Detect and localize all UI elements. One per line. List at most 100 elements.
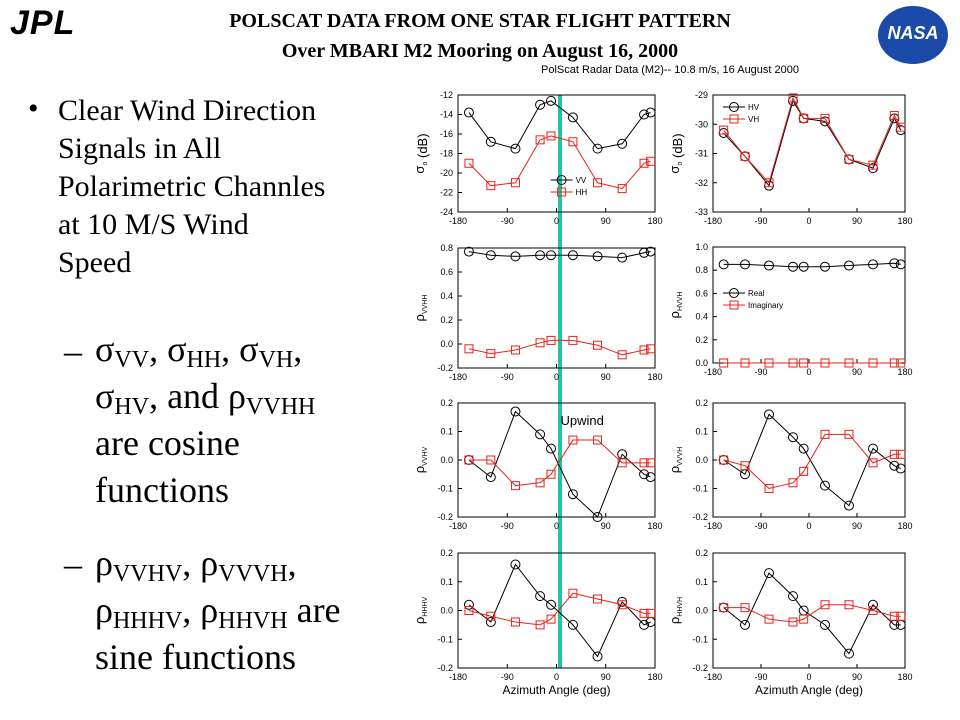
marker	[617, 350, 627, 360]
annotation: Upwind	[561, 413, 604, 428]
marker	[639, 608, 649, 618]
y-tick-label: -0.1	[692, 484, 708, 494]
y-tick-label: 0.2	[695, 548, 708, 558]
text-part: ρ	[95, 590, 113, 630]
legend-marker	[556, 175, 567, 185]
marker	[788, 93, 798, 103]
y-tick-label: -32	[695, 178, 708, 188]
text-part: , ρ	[182, 543, 219, 583]
y-tick-label: 0.0	[440, 606, 453, 616]
marker	[820, 261, 830, 272]
series-line	[723, 604, 901, 623]
marker	[895, 463, 906, 474]
marker	[486, 349, 496, 359]
y-tick-label: -0.1	[437, 634, 453, 644]
marker	[799, 358, 809, 368]
marker	[485, 617, 496, 627]
y-tick-label: 0.6	[440, 267, 453, 277]
marker	[535, 135, 545, 145]
series-line	[723, 262, 901, 268]
subscript: VV	[114, 347, 150, 373]
x-tick-label: -90	[754, 216, 767, 226]
marker	[592, 143, 603, 154]
marker	[719, 358, 729, 368]
marker	[535, 338, 545, 348]
legend-label: HV	[748, 103, 760, 112]
series-line	[723, 572, 901, 655]
nasa-text: NASA	[887, 23, 939, 43]
label-sub: VVVH	[677, 447, 684, 466]
marker	[567, 619, 578, 630]
marker	[719, 603, 729, 613]
marker	[889, 358, 899, 368]
y-tick-label: -31	[695, 149, 708, 159]
label-part: (dB)	[670, 133, 685, 161]
text-part: σ	[95, 329, 115, 369]
plot-frame	[457, 552, 656, 669]
marker	[486, 611, 496, 621]
x-tick-label: 90	[852, 367, 862, 377]
marker	[896, 358, 906, 368]
y-axis-label: ρHVVH	[667, 292, 684, 319]
y-axis-label: ρHHVH	[667, 597, 684, 624]
bullet-line: at 10 M/S Wind	[58, 208, 249, 241]
marker	[889, 449, 899, 459]
marker	[889, 611, 899, 621]
y-tick-label: 0.2	[440, 315, 453, 325]
marker	[486, 181, 496, 191]
marker	[868, 358, 878, 368]
series-line	[468, 339, 651, 356]
x-tick-label: 0	[806, 672, 811, 682]
label-part: ρ	[667, 617, 682, 624]
marker	[718, 259, 729, 270]
x-tick-label: 90	[601, 372, 611, 382]
y-tick-label: -0.2	[692, 663, 708, 673]
marker	[464, 606, 474, 615]
marker	[788, 432, 798, 443]
marker	[764, 260, 774, 271]
marker	[740, 603, 750, 613]
y-tick-label: -30	[695, 119, 708, 129]
marker	[764, 484, 774, 493]
legend-marker	[729, 300, 739, 310]
x-tick-label: 0	[806, 367, 811, 377]
x-tick-label: 180	[647, 672, 662, 682]
text-part: σ	[95, 376, 115, 416]
x-tick-label: 90	[601, 672, 611, 682]
y-tick-label: 0.2	[440, 398, 453, 408]
marker	[788, 478, 798, 488]
x-tick-label: 0	[554, 372, 559, 382]
marker	[798, 443, 809, 454]
subscript: VH	[258, 347, 294, 373]
marker	[617, 138, 628, 149]
text-part: , and ρ	[149, 376, 247, 416]
marker	[820, 113, 830, 123]
bullet-marker: •	[28, 92, 39, 125]
y-tick-label: 0.6	[695, 288, 708, 298]
marker	[510, 406, 521, 417]
marker	[788, 617, 798, 627]
y-axis-label: ρVVHV	[412, 446, 429, 473]
x-tick-label: 0	[554, 521, 559, 531]
y-axis-label: ρHHHV	[412, 597, 429, 625]
y-tick-label: -12	[440, 90, 453, 100]
marker	[820, 619, 830, 630]
marker	[844, 358, 854, 368]
marker	[592, 251, 603, 262]
marker	[535, 250, 546, 261]
series-line	[723, 433, 901, 490]
label-sub: VVHH	[422, 295, 429, 314]
marker	[639, 109, 650, 120]
y-tick-label: -16	[440, 129, 453, 139]
x-tick-label: -90	[754, 672, 767, 682]
marker	[844, 154, 854, 164]
marker	[567, 112, 578, 123]
subbullet-line: are cosine	[95, 420, 240, 467]
y-tick-label: 0.2	[695, 335, 708, 345]
marker	[799, 466, 809, 476]
legend-marker	[557, 187, 567, 197]
marker	[617, 458, 627, 468]
x-tick-label: -90	[501, 216, 514, 226]
marker	[820, 480, 830, 491]
y-tick-label: -0.2	[437, 512, 453, 522]
